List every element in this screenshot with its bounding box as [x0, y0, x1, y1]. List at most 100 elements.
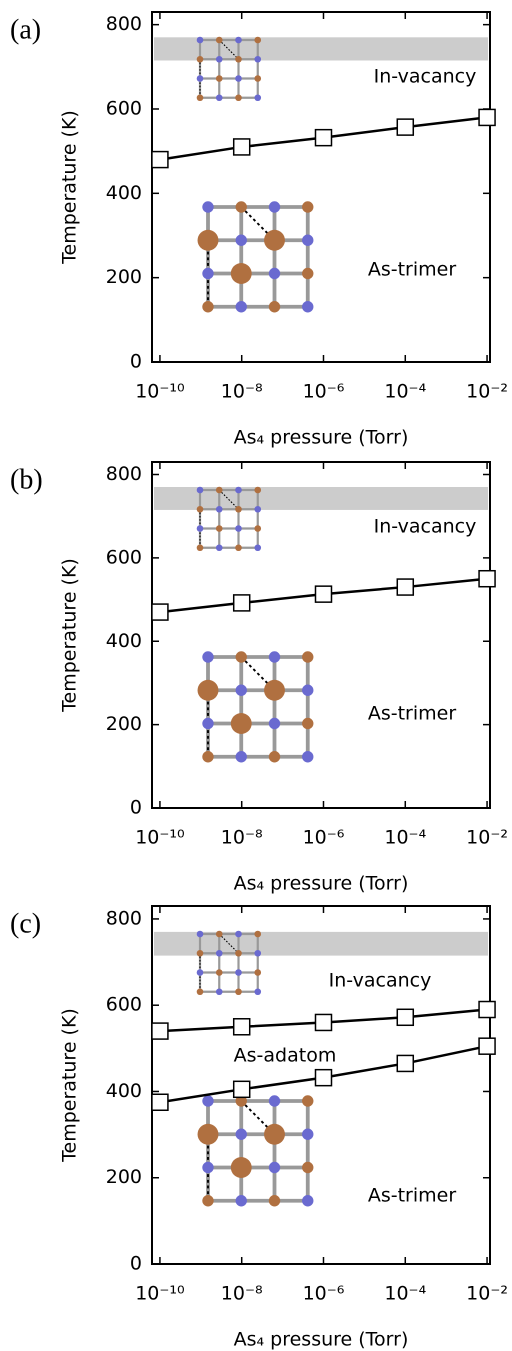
atom-as [269, 751, 280, 762]
atom-in [302, 235, 313, 246]
marker [152, 1094, 168, 1110]
marker [234, 595, 250, 611]
y-tick-label: 200 [106, 266, 142, 288]
y-tick-label: 400 [106, 630, 142, 652]
y-tick-label: 0 [130, 1253, 142, 1275]
y-axis-label: Temperature (K) [59, 110, 81, 265]
atom-in [216, 988, 223, 995]
atom-as [254, 525, 261, 532]
x-tick-label: 10⁻¹⁰ [135, 827, 184, 849]
marker [315, 130, 331, 146]
atom-as [254, 75, 261, 82]
atom-as [269, 301, 280, 312]
atom-as [198, 1124, 219, 1145]
atom-as [235, 950, 242, 957]
atom-as [231, 1157, 252, 1178]
marker [315, 586, 331, 602]
atom-as [254, 37, 261, 44]
atom-in [202, 1095, 213, 1106]
atom-in [269, 201, 280, 212]
y-tick-label: 200 [106, 1166, 142, 1188]
atom-as [231, 263, 252, 284]
atom-as [216, 487, 223, 494]
atom-as [197, 544, 204, 551]
panel-label: (b) [10, 464, 43, 495]
atom-in [236, 301, 247, 312]
marker [152, 152, 168, 168]
y-tick-label: 0 [130, 797, 142, 819]
y-tick-label: 400 [106, 182, 142, 204]
atom-in [236, 1195, 247, 1206]
atom-in [197, 525, 204, 532]
atom-as [302, 201, 313, 212]
atom-in [235, 487, 242, 494]
marker [397, 579, 413, 595]
atom-as [302, 651, 313, 662]
atomic-structure [198, 1095, 314, 1206]
atom-in [235, 37, 242, 44]
atom-as [216, 75, 223, 82]
marker [479, 109, 495, 125]
atom-as [302, 1162, 313, 1173]
atom-as [269, 1195, 280, 1206]
x-tick-label: 10⁻⁴ [384, 381, 426, 403]
annotation: As-trimer [368, 703, 456, 725]
atom-in [216, 506, 223, 513]
atom-in [202, 718, 213, 729]
atom-in [269, 268, 280, 279]
atom-as [216, 931, 223, 938]
marker [397, 119, 413, 135]
x-tick-label: 10⁻² [466, 1283, 508, 1305]
atom-as [264, 230, 285, 251]
atom-in [235, 931, 242, 938]
atom-as [235, 56, 242, 63]
atom-in [197, 37, 204, 44]
annotation: As-trimer [368, 1185, 456, 1207]
atom-as [197, 56, 204, 63]
annotation: As-trimer [368, 259, 456, 281]
atom-as [202, 301, 213, 312]
x-tick-label: 10⁻⁶ [303, 1283, 345, 1305]
figure: (a)020040060080010⁻¹⁰10⁻⁸10⁻⁶10⁻⁴10⁻²As₄… [0, 0, 512, 1351]
atom-in [269, 718, 280, 729]
atom-in [302, 751, 313, 762]
atom-in [269, 1162, 280, 1173]
atomic-structure [198, 651, 314, 762]
atom-in [302, 1195, 313, 1206]
atom-in [197, 931, 204, 938]
annotation: In-vacancy [329, 970, 432, 992]
x-tick-label: 10⁻⁸ [221, 1283, 263, 1305]
atom-in [202, 268, 213, 279]
x-tick-label: 10⁻⁸ [221, 827, 263, 849]
atom-as [197, 988, 204, 995]
atom-as [302, 718, 313, 729]
atom-as [216, 969, 223, 976]
atom-in [235, 75, 242, 82]
shaded-band [154, 932, 488, 956]
x-tick-label: 10⁻⁴ [384, 1283, 426, 1305]
atom-as [202, 1195, 213, 1206]
atom-in [302, 301, 313, 312]
marker [479, 1002, 495, 1018]
atom-in [236, 751, 247, 762]
panel-label: (a) [10, 14, 41, 45]
y-tick-label: 800 [106, 907, 142, 929]
atom-in [269, 651, 280, 662]
y-tick-label: 800 [106, 463, 142, 485]
marker [397, 1055, 413, 1071]
atom-as [198, 230, 219, 251]
annotation: As-adatom [234, 1045, 337, 1067]
x-tick-label: 10⁻⁶ [303, 381, 345, 403]
x-tick-label: 10⁻⁶ [303, 827, 345, 849]
atom-as [235, 94, 242, 101]
atom-in [254, 506, 261, 513]
atom-in [269, 1095, 280, 1106]
atom-in [202, 1162, 213, 1173]
x-axis-label: As₄ pressure (Torr) [234, 427, 409, 449]
x-tick-label: 10⁻² [466, 827, 508, 849]
atom-as [264, 1124, 285, 1145]
atom-in [236, 235, 247, 246]
x-tick-label: 10⁻¹⁰ [135, 1283, 184, 1305]
x-tick-label: 10⁻⁴ [384, 827, 426, 849]
marker [152, 1023, 168, 1039]
